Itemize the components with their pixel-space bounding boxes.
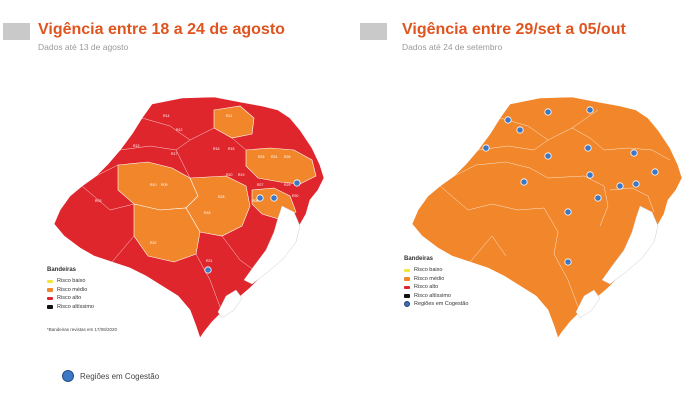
- swatch-alto: [404, 285, 410, 289]
- right-legend-row-baixo: Risco baixo: [404, 266, 468, 275]
- left-title-decoration: [3, 23, 30, 40]
- left-label-r12: R12: [176, 128, 182, 132]
- left-label-r22: R22: [150, 241, 156, 245]
- left-label-r27: R27: [257, 183, 263, 187]
- left-legend-label-baixo: Risco baixo: [57, 278, 86, 285]
- left-label-r15: R15: [228, 147, 234, 151]
- swatch-alto: [47, 296, 53, 300]
- left-legend-note: *Bandeiras revistas em 17/08/2020: [47, 327, 118, 332]
- left-label-r13: R13: [133, 144, 139, 148]
- left-legend-label-alto: Risco alto: [57, 295, 82, 302]
- left-legend-row-medio: Risco médio: [47, 286, 94, 295]
- left-legend-label-altissimo: Risco altíssimo: [57, 303, 94, 310]
- swatch-baixo: [47, 279, 53, 283]
- right-legend-label-altissimo: Risco altíssimo: [414, 292, 451, 299]
- left-label-r14: R14: [163, 114, 169, 118]
- swatch-altissimo: [47, 305, 53, 309]
- bottom-cogestao-label: Regiões em Cogestão: [80, 371, 160, 381]
- left-lagoa-dos-patos: [243, 205, 301, 285]
- swatch-altissimo: [404, 294, 410, 298]
- left-legend-row-baixo: Risco baixo: [47, 277, 94, 286]
- left-map-title: Vigência entre 18 a 24 de agosto: [38, 21, 285, 38]
- right-legend-row-alto: Risco alto: [404, 283, 468, 292]
- right-legend: Bandeiras Risco baixo Risco médio Risco …: [404, 256, 468, 309]
- left-label-r16: R16: [213, 147, 219, 151]
- left-cogestao-markers: [204, 179, 301, 274]
- left-label-r09: R09: [161, 183, 167, 187]
- left-label-r10: R10: [150, 183, 156, 187]
- left-legend: Bandeiras Risco baixo Risco médio Risco …: [47, 267, 94, 311]
- right-legend-label-baixo: Risco baixo: [414, 267, 443, 274]
- right-map-subtitle: Dados até 24 de setembro: [402, 42, 503, 52]
- left-region-orange-ne: [245, 147, 317, 185]
- right-cogestao-markers: [482, 106, 659, 266]
- right-legend-heading: Bandeiras: [404, 256, 434, 262]
- left-map-subtitle: Dados até 13 de agosto: [38, 42, 129, 52]
- left-label-r08: R08: [252, 199, 258, 203]
- right-legend-row-cogestao: Regiões em Cogestão: [404, 300, 468, 309]
- right-map: [411, 96, 683, 339]
- left-legend-row-altissimo: Risco altíssimo: [47, 303, 94, 312]
- left-legend-label-medio: Risco médio: [57, 286, 88, 293]
- left-label-r20: R20: [226, 173, 232, 177]
- left-lagoa-mirim: [217, 289, 243, 319]
- left-label-r03: R03: [95, 199, 101, 203]
- left-map: R14 R12 R11 R13 R17 R16 R15 R25 R24 R26 …: [53, 96, 325, 339]
- left-label-r29: R29: [284, 183, 290, 187]
- left-label-r18: R18: [204, 211, 210, 215]
- right-lagoa-dos-patos: [601, 205, 659, 285]
- left-label-r26: R26: [284, 155, 290, 159]
- right-lagoa-mirim: [575, 289, 601, 319]
- left-legend-heading: Bandeiras: [47, 267, 77, 273]
- right-legend-label-alto: Risco alto: [414, 284, 439, 291]
- right-legend-label-medio: Risco médio: [414, 275, 445, 282]
- cogestao-icon: [62, 370, 74, 382]
- left-label-r30: R30: [292, 194, 298, 198]
- swatch-baixo: [404, 268, 410, 272]
- right-map-title: Vigência entre 29/set a 05/out: [402, 21, 626, 38]
- left-label-r19: R19: [238, 173, 244, 177]
- right-legend-row-altissimo: Risco altíssimo: [404, 292, 468, 301]
- right-legend-label-cogestao: Regiões em Cogestão: [414, 301, 469, 308]
- bottom-cogestao-legend: Regiões em Cogestão: [62, 370, 159, 382]
- left-legend-row-alto: Risco alto: [47, 294, 94, 303]
- left-label-r24: R24: [271, 155, 277, 159]
- left-region-labels: R14 R12 R11 R13 R17 R16 R15 R25 R24 R26 …: [95, 114, 298, 263]
- left-label-r17: R17: [171, 152, 177, 156]
- left-label-r11: R11: [226, 114, 232, 118]
- cogestao-icon: [404, 301, 410, 308]
- swatch-medio: [404, 277, 410, 281]
- left-label-r28: R28: [218, 195, 224, 199]
- left-region-orange-mid: [185, 175, 251, 237]
- right-title-decoration: [360, 23, 387, 40]
- left-label-r25: R25: [258, 155, 264, 159]
- right-legend-row-medio: Risco médio: [404, 275, 468, 284]
- left-label-r21: R21: [206, 259, 212, 263]
- swatch-medio: [47, 288, 53, 292]
